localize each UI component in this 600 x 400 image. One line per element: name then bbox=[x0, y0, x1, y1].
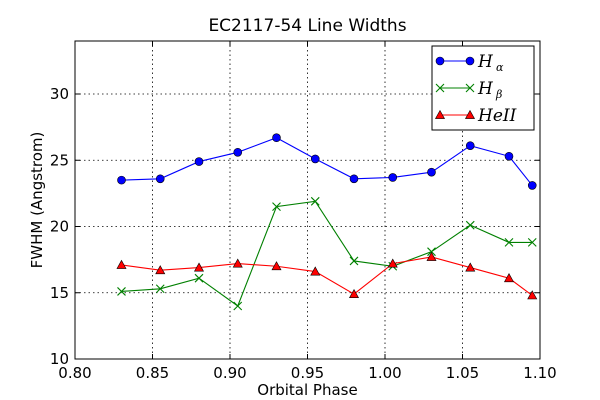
x-tick-label: 1.05 bbox=[446, 364, 479, 382]
data-point-circle bbox=[435, 56, 445, 66]
data-point-x bbox=[233, 301, 243, 311]
data-point-x bbox=[465, 220, 475, 230]
legend-subscript: β bbox=[495, 88, 502, 101]
data-point-triangle bbox=[232, 258, 243, 268]
legend-label: H bbox=[477, 79, 494, 99]
data-point-circle bbox=[349, 174, 359, 184]
data-point-triangle bbox=[387, 258, 398, 268]
y-tick-label: 10 bbox=[50, 350, 69, 368]
data-point-circle bbox=[504, 151, 514, 161]
data-point-x bbox=[527, 238, 537, 247]
data-point-x bbox=[427, 247, 436, 257]
data-point-circle bbox=[233, 148, 243, 157]
x-tick-label: 1.10 bbox=[523, 364, 556, 382]
data-point-circle bbox=[465, 141, 475, 150]
legend-label: H bbox=[477, 52, 494, 72]
y-tick-label: 25 bbox=[50, 151, 69, 169]
data-point-x bbox=[117, 287, 126, 296]
data-point-triangle bbox=[155, 265, 166, 275]
data-point-triangle bbox=[116, 259, 127, 269]
x-tick-label: 0.90 bbox=[213, 364, 246, 382]
y-tick-label: 15 bbox=[50, 284, 69, 302]
series-3 bbox=[116, 251, 538, 300]
series-line bbox=[121, 200, 533, 307]
data-point-x bbox=[435, 83, 445, 93]
data-point-triangle bbox=[271, 261, 282, 271]
data-point-circle bbox=[310, 154, 320, 164]
data-point-triangle bbox=[193, 262, 205, 272]
data-point-triangle bbox=[348, 288, 360, 298]
data-point-x bbox=[310, 196, 320, 206]
data-point-x bbox=[465, 83, 475, 93]
data-point-circle bbox=[388, 173, 398, 182]
data-point-x bbox=[155, 284, 165, 294]
data-point-circle bbox=[194, 157, 204, 166]
legend-subscript: α bbox=[496, 61, 504, 74]
series-2 bbox=[117, 196, 537, 311]
data-point-triangle bbox=[434, 109, 446, 119]
data-point-triangle bbox=[503, 273, 515, 283]
data-point-circle bbox=[427, 167, 436, 177]
data-point-x bbox=[504, 238, 514, 247]
y-axis-title: FWHM (Angstrom) bbox=[28, 132, 46, 269]
data-point-circle bbox=[117, 175, 126, 185]
data-point-circle bbox=[155, 174, 165, 184]
x-tick-label: 0.95 bbox=[291, 364, 324, 382]
data-point-circle bbox=[465, 56, 475, 66]
data-point-circle bbox=[272, 133, 281, 143]
series-1 bbox=[117, 133, 537, 190]
y-tick-label: 30 bbox=[50, 85, 69, 103]
data-point-triangle bbox=[426, 251, 437, 261]
data-point-x bbox=[349, 256, 359, 266]
x-tick-label: 0.80 bbox=[58, 364, 91, 382]
data-point-x bbox=[194, 273, 204, 283]
data-point-triangle bbox=[527, 290, 538, 300]
data-point-x bbox=[272, 202, 281, 212]
legend-item-3: HeII bbox=[434, 106, 517, 126]
axis-ticks: 0.80 0.85 0.90 0.95 1.00 1.05 1.10 10 15 20 25 30 bbox=[50, 41, 557, 382]
data-point-triangle bbox=[310, 266, 321, 276]
data-point-triangle bbox=[464, 109, 476, 119]
x-axis-title: Orbital Phase bbox=[257, 381, 357, 399]
data-point-triangle bbox=[465, 262, 476, 272]
chart-title: EC2117-54 Line Widths bbox=[208, 16, 406, 36]
x-tick-label: 0.85 bbox=[136, 364, 169, 382]
legend-label: HeII bbox=[477, 106, 517, 126]
series-line bbox=[121, 137, 533, 186]
plot-series bbox=[116, 133, 538, 311]
x-tick-label: 1.00 bbox=[368, 364, 401, 382]
y-tick-label: 20 bbox=[50, 218, 69, 236]
series-line bbox=[121, 256, 533, 296]
data-point-circle bbox=[527, 181, 537, 190]
